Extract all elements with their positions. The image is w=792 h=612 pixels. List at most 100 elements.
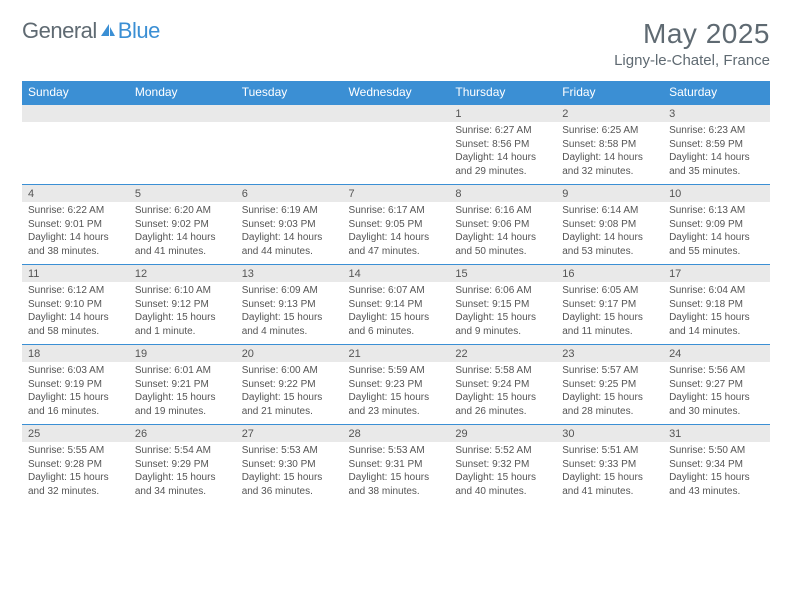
- daylight-line: Daylight: 15 hours and 34 minutes.: [135, 471, 230, 498]
- daylight-line: Daylight: 15 hours and 23 minutes.: [349, 391, 444, 418]
- sunset-line: Sunset: 9:33 PM: [562, 458, 657, 472]
- sunset-line: Sunset: 8:59 PM: [669, 138, 764, 152]
- date-data-cell: Sunrise: 6:22 AMSunset: 9:01 PMDaylight:…: [22, 202, 129, 265]
- daylight-line: Daylight: 15 hours and 4 minutes.: [242, 311, 337, 338]
- sunset-line: Sunset: 9:01 PM: [28, 218, 123, 232]
- sunrise-line: Sunrise: 5:59 AM: [349, 364, 444, 378]
- date-number-cell: [343, 104, 450, 122]
- sunrise-line: Sunrise: 6:00 AM: [242, 364, 337, 378]
- sunrise-line: Sunrise: 6:16 AM: [455, 204, 550, 218]
- date-data-cell: Sunrise: 6:01 AMSunset: 9:21 PMDaylight:…: [129, 362, 236, 425]
- date-data-cell: Sunrise: 6:27 AMSunset: 8:56 PMDaylight:…: [449, 122, 556, 185]
- date-data-cell: Sunrise: 6:16 AMSunset: 9:06 PMDaylight:…: [449, 202, 556, 265]
- sunset-line: Sunset: 8:58 PM: [562, 138, 657, 152]
- day-header: Sunday: [22, 81, 129, 104]
- sunset-line: Sunset: 9:08 PM: [562, 218, 657, 232]
- daylight-line: Daylight: 15 hours and 30 minutes.: [669, 391, 764, 418]
- daylight-line: Daylight: 15 hours and 41 minutes.: [562, 471, 657, 498]
- sunrise-line: Sunrise: 6:03 AM: [28, 364, 123, 378]
- date-data-cell: Sunrise: 6:12 AMSunset: 9:10 PMDaylight:…: [22, 282, 129, 345]
- date-number-cell: 28: [343, 425, 450, 443]
- sunrise-line: Sunrise: 6:27 AM: [455, 124, 550, 138]
- date-data-cell: Sunrise: 6:17 AMSunset: 9:05 PMDaylight:…: [343, 202, 450, 265]
- daylight-line: Daylight: 15 hours and 1 minute.: [135, 311, 230, 338]
- sunrise-line: Sunrise: 5:53 AM: [242, 444, 337, 458]
- date-number-cell: 3: [663, 104, 770, 122]
- date-data-cell: Sunrise: 5:56 AMSunset: 9:27 PMDaylight:…: [663, 362, 770, 425]
- date-data-cell: [236, 122, 343, 185]
- date-data-cell: Sunrise: 6:04 AMSunset: 9:18 PMDaylight:…: [663, 282, 770, 345]
- sunset-line: Sunset: 9:34 PM: [669, 458, 764, 472]
- sunset-line: Sunset: 9:09 PM: [669, 218, 764, 232]
- title-block: May 2025 Ligny-le-Chatel, France: [614, 18, 770, 69]
- daylight-line: Daylight: 14 hours and 32 minutes.: [562, 151, 657, 178]
- date-number-row: 45678910: [22, 185, 770, 203]
- date-data-cell: Sunrise: 6:14 AMSunset: 9:08 PMDaylight:…: [556, 202, 663, 265]
- date-number-cell: 26: [129, 425, 236, 443]
- date-number-cell: [22, 104, 129, 122]
- date-data-cell: [343, 122, 450, 185]
- date-number-cell: [129, 104, 236, 122]
- date-number-cell: 17: [663, 265, 770, 283]
- date-number-cell: 21: [343, 345, 450, 363]
- sunset-line: Sunset: 9:31 PM: [349, 458, 444, 472]
- date-number-row: 18192021222324: [22, 345, 770, 363]
- sunrise-line: Sunrise: 6:25 AM: [562, 124, 657, 138]
- sunrise-line: Sunrise: 6:04 AM: [669, 284, 764, 298]
- date-data-row: Sunrise: 6:03 AMSunset: 9:19 PMDaylight:…: [22, 362, 770, 425]
- sunrise-line: Sunrise: 6:22 AM: [28, 204, 123, 218]
- logo-text-1: General: [22, 18, 97, 44]
- sunset-line: Sunset: 9:27 PM: [669, 378, 764, 392]
- date-data-row: Sunrise: 5:55 AMSunset: 9:28 PMDaylight:…: [22, 442, 770, 504]
- date-data-cell: Sunrise: 6:05 AMSunset: 9:17 PMDaylight:…: [556, 282, 663, 345]
- date-data-cell: Sunrise: 5:54 AMSunset: 9:29 PMDaylight:…: [129, 442, 236, 504]
- date-data-cell: Sunrise: 5:52 AMSunset: 9:32 PMDaylight:…: [449, 442, 556, 504]
- date-data-row: Sunrise: 6:27 AMSunset: 8:56 PM Daylight:…: [22, 122, 770, 185]
- day-header-row: Sunday Monday Tuesday Wednesday Thursday…: [22, 81, 770, 104]
- location: Ligny-le-Chatel, France: [614, 52, 770, 69]
- date-number-cell: 31: [663, 425, 770, 443]
- date-number-cell: 22: [449, 345, 556, 363]
- date-number-cell: 19: [129, 345, 236, 363]
- logo-text-2: Blue: [118, 18, 160, 44]
- date-data-cell: Sunrise: 6:10 AMSunset: 9:12 PMDaylight:…: [129, 282, 236, 345]
- daylight-line: Daylight: 15 hours and 19 minutes.: [135, 391, 230, 418]
- daylight-line: Daylight: 15 hours and 16 minutes.: [28, 391, 123, 418]
- daylight-line: Daylight: 15 hours and 28 minutes.: [562, 391, 657, 418]
- date-number-cell: 18: [22, 345, 129, 363]
- sunset-line: Sunset: 9:15 PM: [455, 298, 550, 312]
- day-header: Tuesday: [236, 81, 343, 104]
- daylight-line: Daylight: 14 hours and 35 minutes.: [669, 151, 764, 178]
- sunrise-line: Sunrise: 5:57 AM: [562, 364, 657, 378]
- logo-sail-icon: [99, 18, 117, 44]
- sunrise-line: Sunrise: 5:51 AM: [562, 444, 657, 458]
- date-data-cell: Sunrise: 6:19 AMSunset: 9:03 PMDaylight:…: [236, 202, 343, 265]
- date-number-cell: 10: [663, 185, 770, 203]
- sunset-line: Sunset: 8:56 PM: [455, 138, 550, 152]
- daylight-line: Daylight: 14 hours and 58 minutes.: [28, 311, 123, 338]
- sunset-line: Sunset: 9:05 PM: [349, 218, 444, 232]
- sunset-line: Sunset: 9:29 PM: [135, 458, 230, 472]
- daylight-line: Daylight: 15 hours and 32 minutes.: [28, 471, 123, 498]
- date-data-cell: Sunrise: 5:53 AMSunset: 9:31 PMDaylight:…: [343, 442, 450, 504]
- daylight-line: Daylight: 14 hours and 44 minutes.: [242, 231, 337, 258]
- daylight-line: Daylight: 15 hours and 11 minutes.: [562, 311, 657, 338]
- date-number-row: 25262728293031: [22, 425, 770, 443]
- sunrise-line: Sunrise: 6:07 AM: [349, 284, 444, 298]
- sunset-line: Sunset: 9:17 PM: [562, 298, 657, 312]
- date-data-cell: Sunrise: 5:57 AMSunset: 9:25 PMDaylight:…: [556, 362, 663, 425]
- date-data-cell: Sunrise: 6:00 AMSunset: 9:22 PMDaylight:…: [236, 362, 343, 425]
- date-data-row: Sunrise: 6:12 AMSunset: 9:10 PMDaylight:…: [22, 282, 770, 345]
- sunset-line: Sunset: 9:06 PM: [455, 218, 550, 232]
- date-number-cell: 6: [236, 185, 343, 203]
- sunrise-line: Sunrise: 6:19 AM: [242, 204, 337, 218]
- date-data-cell: Sunrise: 5:51 AMSunset: 9:33 PMDaylight:…: [556, 442, 663, 504]
- date-number-cell: 13: [236, 265, 343, 283]
- sunrise-line: Sunrise: 6:10 AM: [135, 284, 230, 298]
- sunrise-line: Sunrise: 5:55 AM: [28, 444, 123, 458]
- sunrise-line: Sunrise: 5:53 AM: [349, 444, 444, 458]
- date-number-cell: 14: [343, 265, 450, 283]
- calendar-table: Sunday Monday Tuesday Wednesday Thursday…: [22, 81, 770, 504]
- daylight-line: Daylight: 14 hours and 41 minutes.: [135, 231, 230, 258]
- sunset-line: Sunset: 9:12 PM: [135, 298, 230, 312]
